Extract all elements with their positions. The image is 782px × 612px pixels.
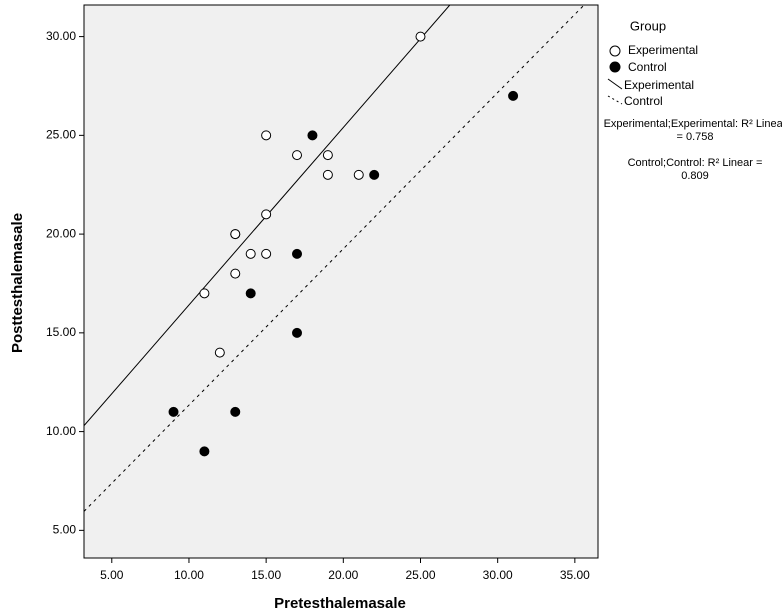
point — [245, 288, 256, 299]
point — [230, 268, 241, 279]
point — [415, 31, 426, 42]
x-tick-label: 10.00 — [174, 568, 204, 582]
legend-marker — [609, 45, 621, 57]
y-tick-label: 20.00 — [46, 226, 76, 240]
y-tick-label: 10.00 — [46, 424, 76, 438]
point — [369, 169, 380, 180]
annotation: Control;Control: R² Linear = 0.809 — [627, 157, 763, 182]
legend-label: Experimental — [624, 78, 694, 92]
point — [353, 169, 364, 180]
legend-label: Control — [624, 94, 663, 108]
legend-line — [607, 95, 623, 105]
plot-area — [83, 4, 599, 559]
point — [230, 406, 241, 417]
legend-label: Experimental — [628, 43, 698, 57]
point — [245, 248, 256, 259]
y-tick-label: 30.00 — [46, 29, 76, 43]
y-tick-label: 15.00 — [46, 325, 76, 339]
point — [261, 130, 272, 141]
point — [199, 446, 210, 457]
x-tick-label: 25.00 — [405, 568, 435, 582]
x-tick-label: 5.00 — [100, 568, 124, 582]
x-tick-label: 15.00 — [251, 568, 281, 582]
point — [199, 288, 210, 299]
x-tick-label: 30.00 — [483, 568, 513, 582]
point — [214, 347, 225, 358]
legend-label: Control — [628, 60, 667, 74]
point — [322, 169, 333, 180]
point — [292, 150, 303, 161]
x-axis-label: Pretesthalemasale — [274, 595, 406, 612]
point — [292, 248, 303, 259]
point — [230, 229, 241, 240]
legend-marker — [609, 61, 621, 73]
point — [261, 248, 272, 259]
y-tick-label: 5.00 — [53, 523, 77, 537]
x-tick-label: 35.00 — [560, 568, 590, 582]
legend-line — [607, 78, 623, 90]
point — [292, 327, 303, 338]
point — [322, 150, 333, 161]
point — [168, 406, 179, 417]
annotation: Experimental;Experimental: R² Linear = 0… — [603, 118, 782, 143]
x-tick-label: 20.00 — [328, 568, 358, 582]
point — [508, 90, 519, 101]
legend-title: Group — [630, 18, 666, 33]
point — [307, 130, 318, 141]
point — [261, 209, 272, 220]
y-axis-label: Posttesthalemasale — [9, 213, 26, 353]
y-tick-label: 25.00 — [46, 128, 76, 142]
